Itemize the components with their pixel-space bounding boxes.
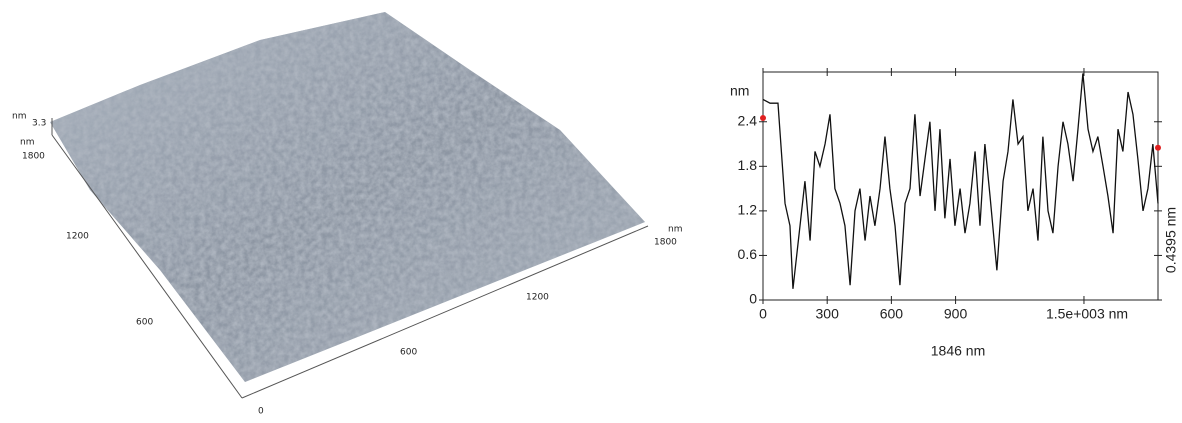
plot-frame [762,71,1159,301]
y-axis-label: nm [730,83,749,99]
x-tick-label: 0 [759,306,767,322]
z-max: 3.3 [32,119,46,129]
x-tick-label: 1800 [654,238,677,248]
y-tick-label: 0.6 [738,246,758,262]
y-tick-label: 1200 [66,232,89,242]
x-tick-label: 1200 [526,293,549,303]
x-unit: nm [668,225,682,235]
z-unit: nm [12,112,26,122]
x-tick-label: 600 [400,348,417,358]
y-tick-label: 1800 [22,152,45,162]
x-tick-label: 600 [880,306,904,322]
profile-line [762,73,1159,289]
x-axis-label: 1846 nm [931,343,985,359]
cursor-marker [1155,144,1161,151]
y-tick-label: 1.8 [738,157,758,173]
surface [50,12,645,382]
surface-3d: nm 3.3 nm 1800 1200 600 0 600 1200 1800 … [12,12,682,417]
x-tick-label: 300 [816,306,840,322]
x-tick-label: 900 [944,306,968,322]
y-tick-label: 0 [749,291,757,307]
axis-line [241,225,649,399]
y-tick-label: 1.2 [738,202,758,218]
y2-axis-label: 0.4395 nm [1163,207,1179,273]
profile-chart: nm 1846 nm 0.4395 nm 0 0.6 1.2 1.8 2.4 0 300 60… [730,68,1179,359]
y-tick-label: 2.4 [738,112,758,128]
y-tick-label: 0 [258,407,264,417]
x-tick-label: 1.5e+003 nm [1046,306,1128,322]
cursor-marker [760,115,766,122]
y-tick-label: 600 [136,318,153,328]
y-unit: nm [20,138,34,148]
axis-line [51,134,243,399]
